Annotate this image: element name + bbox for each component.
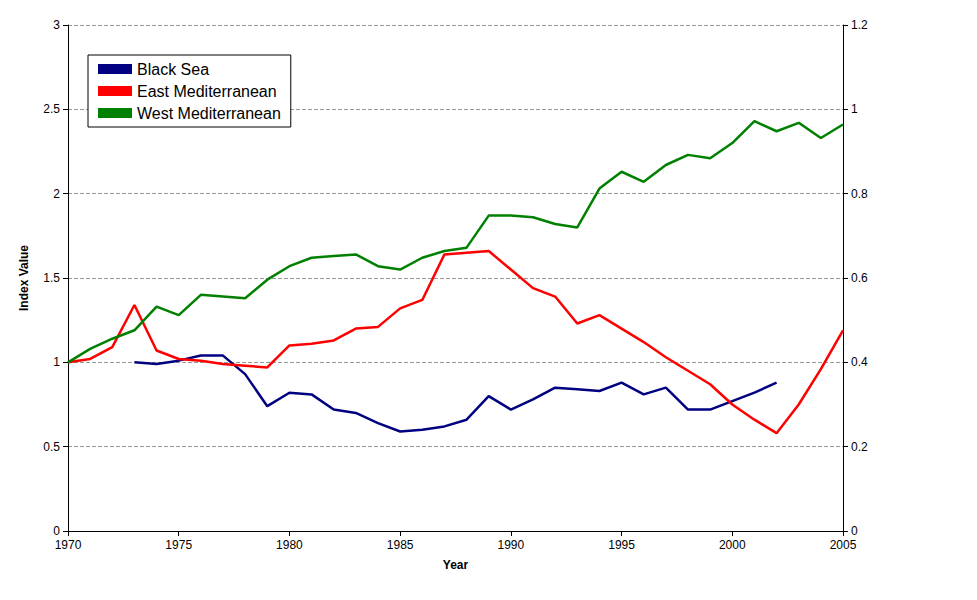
svg-text:2000: 2000 <box>719 538 746 552</box>
svg-text:2.5: 2.5 <box>43 102 60 116</box>
svg-text:1980: 1980 <box>276 538 303 552</box>
svg-text:1.5: 1.5 <box>43 271 60 285</box>
svg-text:2: 2 <box>53 187 60 201</box>
svg-text:West Mediterranean: West Mediterranean <box>137 105 281 122</box>
svg-text:1970: 1970 <box>55 538 82 552</box>
svg-text:1990: 1990 <box>498 538 525 552</box>
svg-text:1: 1 <box>851 102 858 116</box>
svg-text:0.4: 0.4 <box>851 355 868 369</box>
svg-text:1985: 1985 <box>387 538 414 552</box>
svg-text:2005: 2005 <box>830 538 857 552</box>
svg-text:0: 0 <box>53 524 60 538</box>
svg-text:0: 0 <box>851 524 858 538</box>
svg-text:Year: Year <box>443 558 469 572</box>
svg-text:East Mediterranean: East Mediterranean <box>137 83 277 100</box>
svg-text:Index Value: Index Value <box>17 245 31 311</box>
svg-text:0.5: 0.5 <box>43 440 60 454</box>
svg-text:1.2: 1.2 <box>851 18 868 32</box>
svg-text:0.6: 0.6 <box>851 271 868 285</box>
svg-text:3: 3 <box>53 18 60 32</box>
svg-text:0.8: 0.8 <box>851 187 868 201</box>
svg-text:1995: 1995 <box>608 538 635 552</box>
svg-text:Black Sea: Black Sea <box>137 61 209 78</box>
svg-text:0.2: 0.2 <box>851 440 868 454</box>
svg-text:1975: 1975 <box>165 538 192 552</box>
svg-text:1: 1 <box>53 355 60 369</box>
